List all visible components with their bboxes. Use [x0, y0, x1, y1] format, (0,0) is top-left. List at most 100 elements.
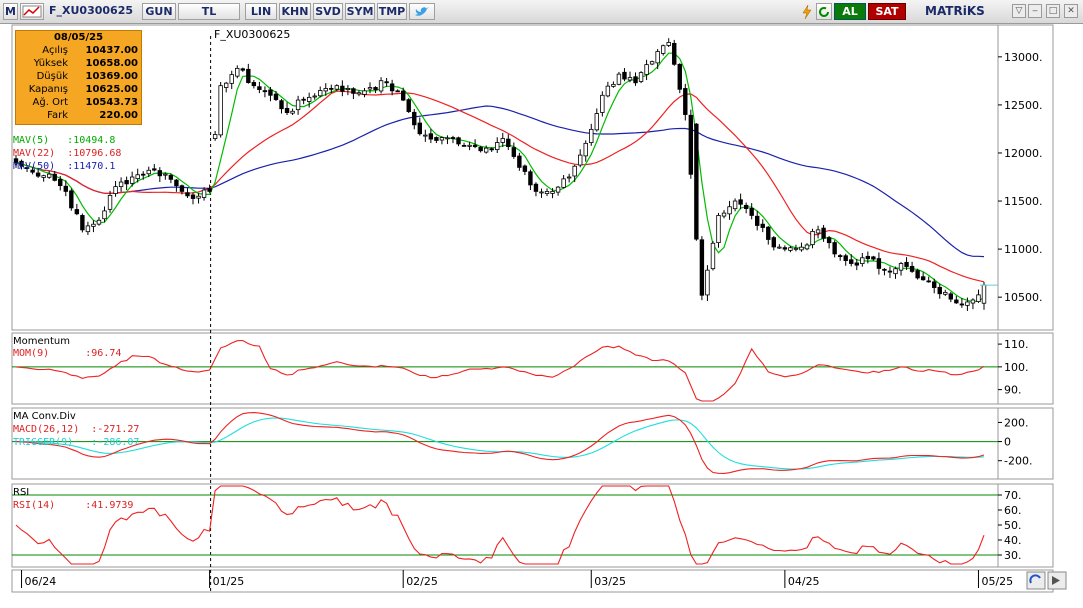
legend-name: RSI(14): [13, 500, 56, 511]
candle-body: [201, 189, 207, 198]
candle-body: [107, 194, 113, 210]
candle-body: [600, 94, 605, 113]
ohlc-value: 10625.00: [85, 84, 138, 95]
legend-name: MAV(22): [13, 148, 56, 159]
candle: [533, 182, 539, 197]
candle: [46, 171, 52, 179]
candle-body: [362, 90, 367, 95]
candle: [605, 81, 611, 98]
candle-body: [915, 270, 920, 279]
candle: [672, 39, 677, 66]
ohlc-label: Düşük: [36, 71, 68, 82]
currency-button[interactable]: TL: [178, 3, 240, 20]
dropdown-button[interactable]: ▽: [1012, 4, 1026, 18]
candles-group: [13, 38, 987, 311]
candle: [544, 188, 550, 197]
candle-body: [694, 123, 699, 240]
candle-body: [13, 158, 19, 163]
symbol-label[interactable]: F_XU0300625: [49, 4, 134, 17]
app-menu-button[interactable]: M: [3, 3, 18, 20]
candle-body: [367, 87, 373, 90]
candle: [832, 240, 837, 258]
y-tick-label: 110.: [1004, 338, 1029, 351]
candle-body: [815, 229, 821, 234]
lin-button[interactable]: LIN: [245, 3, 277, 20]
candle: [633, 72, 638, 86]
legend-rsi: RSI(14) :41.9739: [13, 500, 134, 511]
candle: [472, 139, 478, 149]
candle-body: [295, 99, 301, 111]
candle: [793, 244, 799, 252]
candle: [638, 71, 644, 84]
ohlc-value: 10437.00: [85, 45, 138, 56]
candle: [218, 82, 223, 138]
candle-body: [85, 225, 91, 233]
candle-body: [129, 176, 135, 184]
candle: [799, 242, 804, 252]
candle: [898, 261, 904, 276]
sym-label: SYM: [346, 5, 374, 18]
candle-body: [19, 160, 24, 167]
minimize-button[interactable]: ‒: [1028, 4, 1042, 18]
svd-button[interactable]: SVD: [313, 3, 343, 20]
legend-name: MOM(9): [13, 348, 50, 359]
candle-body: [583, 142, 588, 157]
candle-body: [760, 223, 765, 228]
candle: [461, 142, 467, 147]
candle-body: [41, 175, 46, 178]
panel-frame-3: [11, 483, 999, 568]
khn-label: KHN: [281, 5, 309, 18]
period-button[interactable]: GUN: [142, 3, 176, 20]
sym-button[interactable]: SYM: [345, 3, 375, 20]
candle-body: [937, 286, 942, 295]
candle-body: [533, 183, 539, 192]
candle-body: [356, 92, 362, 95]
maximize-button[interactable]: □: [1046, 4, 1060, 18]
khn-button[interactable]: KHN: [279, 3, 311, 20]
chart-canvas[interactable]: 13000. 12500. 12000. 11500. 11000. 10500. 110.…: [0, 24, 1083, 608]
panel-frame-1: [11, 332, 999, 405]
legend-mav50: MAV(50) :11470.1: [13, 161, 116, 172]
twitter-button[interactable]: [409, 3, 435, 20]
candle: [976, 289, 981, 303]
candle-body: [837, 255, 843, 257]
candle: [13, 154, 19, 168]
navigation-buttons[interactable]: [1026, 571, 1067, 590]
candle-body: [965, 301, 970, 306]
candle: [113, 180, 118, 197]
candle-body: [445, 137, 450, 140]
legend-value: 11470.1: [73, 161, 116, 172]
candle-body: [257, 86, 262, 90]
candle: [356, 90, 362, 97]
candle-body: [207, 188, 212, 192]
candle-body: [854, 262, 859, 266]
chart-type-button[interactable]: [20, 3, 44, 20]
candle-body: [478, 146, 483, 152]
candle: [69, 188, 74, 211]
candle: [262, 86, 268, 98]
maximize-icon: □: [1048, 6, 1058, 16]
tmp-button[interactable]: TMP: [377, 3, 407, 20]
candle: [699, 236, 705, 301]
candle: [395, 89, 400, 93]
candle-body: [113, 186, 118, 194]
candle: [511, 142, 517, 159]
candle-body: [788, 247, 793, 251]
candle-body: [893, 268, 898, 275]
candle-body: [179, 185, 185, 192]
panel-axis-2: [997, 407, 1054, 480]
candle: [19, 159, 24, 170]
candle-body: [495, 142, 500, 150]
sell-button[interactable]: SAT: [868, 3, 906, 20]
lin-label: LIN: [250, 5, 272, 18]
momentum-line: [15, 339, 985, 402]
close-button[interactable]: ✕: [1064, 4, 1078, 18]
candle-body: [810, 230, 815, 246]
lightning-button[interactable]: [799, 3, 814, 20]
buy-button[interactable]: AL: [834, 3, 866, 20]
candle: [107, 190, 113, 213]
candle: [235, 65, 240, 79]
refresh-button[interactable]: [816, 3, 832, 20]
candle: [882, 268, 887, 276]
candle: [716, 212, 721, 248]
